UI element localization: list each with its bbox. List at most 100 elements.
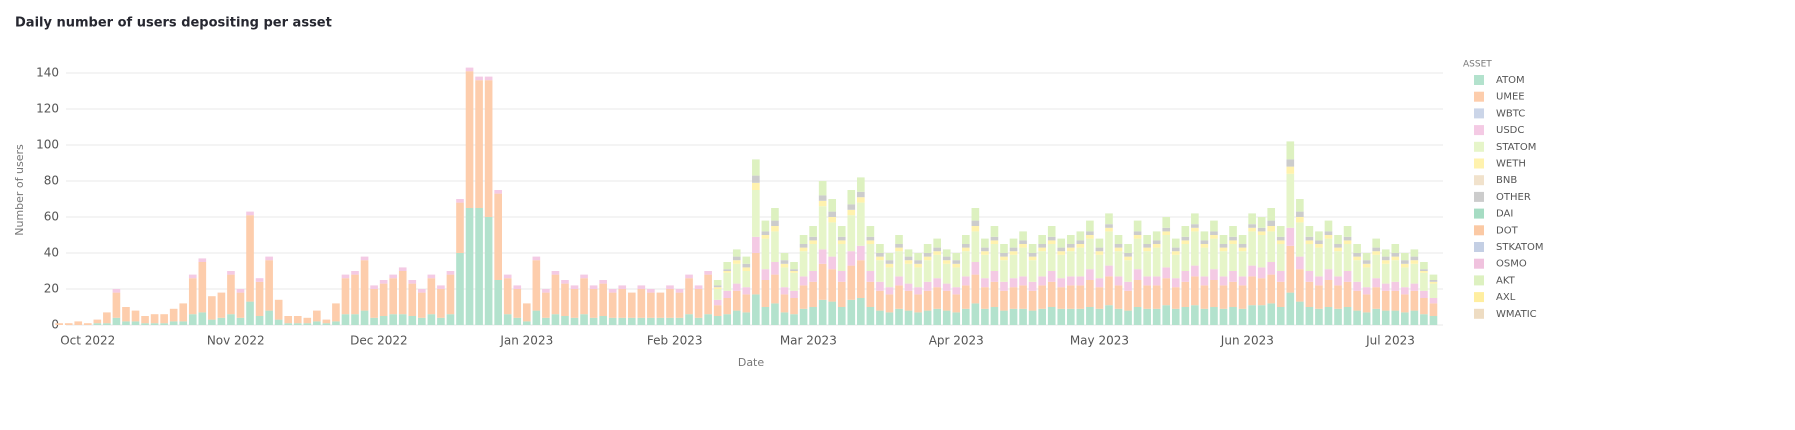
bar-segment [1353, 290, 1361, 311]
bar-segment [1343, 226, 1352, 237]
bar-segment [685, 314, 693, 325]
bar-segment [637, 317, 646, 325]
bar-segment [742, 287, 751, 295]
bar-segment [418, 292, 426, 318]
bar-segment [1362, 294, 1371, 313]
bar-segment [961, 308, 970, 325]
bar-segment [1019, 308, 1027, 325]
bar-segment [1200, 240, 1209, 244]
bar-segment [1105, 305, 1113, 325]
bar-segment [876, 256, 884, 261]
bar-segment [1152, 244, 1161, 248]
bar-segment [761, 220, 770, 232]
bar-segment [379, 316, 388, 325]
bar-segment [1086, 307, 1094, 325]
bar-segment [885, 267, 894, 288]
bar-segment [1305, 307, 1314, 325]
bar-segment [398, 271, 407, 315]
bar-segment [837, 244, 846, 271]
bar-segment [923, 260, 932, 282]
legend-label: OTHER [1496, 192, 1531, 203]
bar-segment [370, 285, 378, 289]
bar-segment [847, 215, 856, 252]
bar-segment [885, 294, 894, 313]
bar-segment [857, 245, 865, 261]
bar-segment [446, 314, 455, 325]
bar-segment [1401, 253, 1409, 261]
bar-segment [1009, 308, 1018, 325]
bar-segment [1429, 283, 1438, 298]
bar-segment [1267, 262, 1276, 275]
bar-segment [1009, 251, 1018, 255]
bar-segment [1210, 280, 1218, 307]
bar-segment [1238, 247, 1247, 252]
x-tick-label: Oct 2022 [60, 334, 115, 348]
bar-segment [809, 236, 817, 241]
bar-segment [1343, 240, 1352, 244]
bar-segment [1171, 278, 1180, 288]
bar-segment [1200, 285, 1209, 309]
bar-segment [1009, 247, 1018, 252]
bar-segment [1047, 244, 1056, 271]
bar-segment [379, 280, 388, 284]
bar-segment [169, 321, 178, 325]
bar-segment [933, 247, 941, 252]
bar-segment [1276, 240, 1285, 244]
bar-segment [1353, 260, 1361, 282]
bar-segment [885, 260, 894, 264]
bar-segment [1009, 254, 1018, 279]
bar-segment [742, 256, 751, 264]
bar-segment [103, 323, 111, 325]
bar-segment [1324, 235, 1333, 239]
bar-segment [1219, 285, 1228, 309]
bar-segment [981, 287, 989, 309]
bar-segment [1162, 217, 1171, 228]
bar-segment [351, 274, 359, 315]
bar-segment [1181, 236, 1190, 241]
bar-segment [1124, 253, 1132, 257]
bar-segment [637, 285, 646, 289]
bar-segment [1019, 240, 1027, 244]
bar-segment [503, 278, 512, 315]
bar-segment [1238, 285, 1247, 309]
bar-segment [1372, 278, 1381, 288]
bar-segment [1095, 254, 1104, 279]
bar-segment [1286, 227, 1295, 246]
bar-segment [1171, 308, 1180, 325]
bar-segment [1162, 278, 1171, 306]
bar-segment [1028, 244, 1037, 253]
bar-segment [1133, 231, 1142, 235]
bar-segment [771, 220, 779, 226]
bar-segment [1133, 307, 1142, 325]
legend-label: UMEE [1496, 92, 1525, 103]
bar-segment [580, 314, 588, 325]
bar-segment [771, 262, 779, 275]
bar-segment [1420, 272, 1428, 291]
bar-segment [1181, 244, 1190, 271]
bar-segment [1372, 287, 1381, 309]
bar-segment [599, 283, 607, 316]
bar-segment [866, 244, 875, 271]
bar-segment [236, 292, 245, 318]
bar-segment [580, 274, 588, 279]
bar-segment [761, 280, 770, 307]
bar-segment [923, 244, 932, 253]
bar-segment [484, 76, 493, 81]
bar-segment [771, 226, 779, 232]
bar-segment [1381, 256, 1390, 261]
bar-segment [246, 211, 254, 216]
bar-segment [1410, 290, 1419, 311]
bar-segment [1095, 287, 1104, 309]
bar-segment [1420, 314, 1428, 325]
bar-segment [876, 260, 884, 282]
bar-segment [1143, 308, 1151, 325]
bar-segment [1181, 307, 1190, 325]
bar-segment [1191, 213, 1199, 225]
bar-segment [1391, 260, 1400, 282]
bar-segment [942, 283, 951, 291]
bar-segment [1028, 256, 1037, 261]
bar-segment [866, 281, 875, 307]
legend-swatch [1474, 175, 1484, 186]
bar-segment [1019, 285, 1027, 309]
bar-segment [885, 287, 894, 295]
